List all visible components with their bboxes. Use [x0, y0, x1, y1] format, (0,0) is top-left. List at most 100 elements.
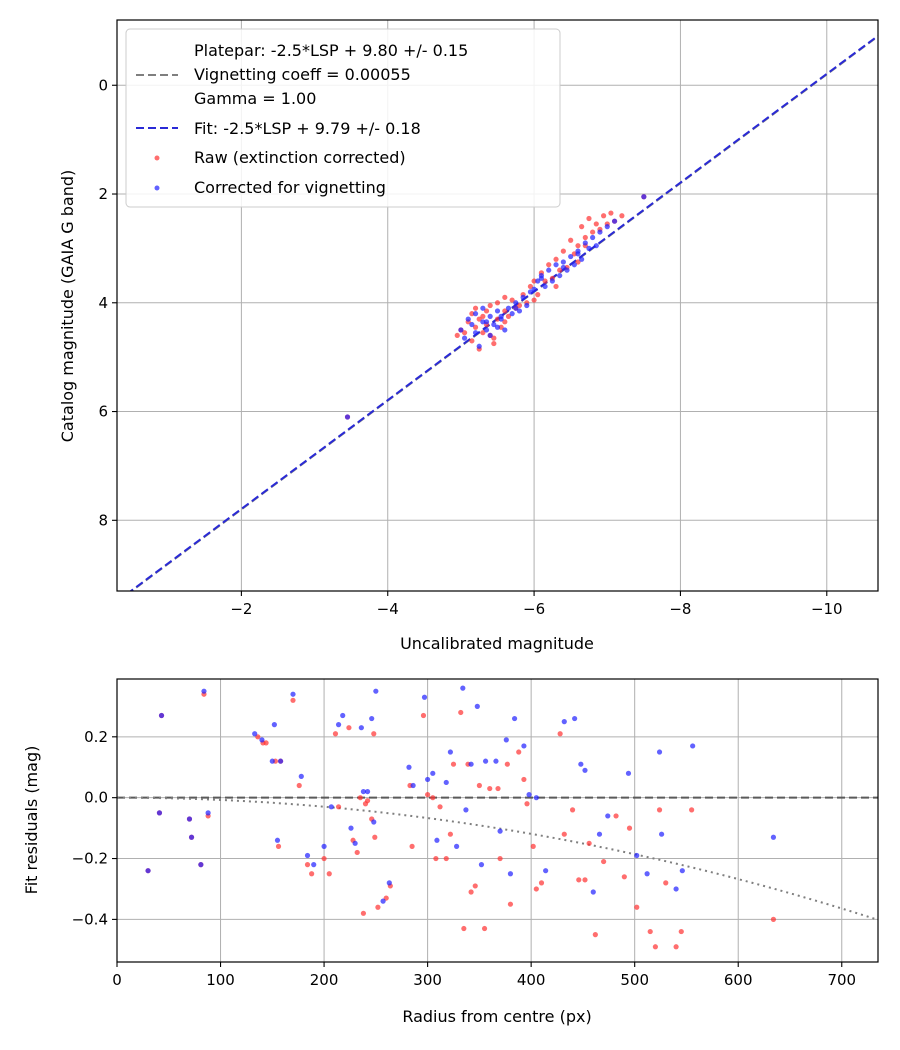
bottom-corrected-point [371, 819, 377, 825]
top-raw-point [582, 234, 588, 241]
top-raw-point [601, 213, 607, 219]
bottom-raw-point [561, 831, 567, 837]
bottom-corrected-point [605, 813, 611, 819]
top-corrected-point [513, 300, 519, 306]
bottom-x-tick-label: 600 [724, 971, 753, 989]
top-y-tick-label: 6 [98, 403, 108, 421]
top-raw-point [546, 262, 552, 268]
bottom-corrected-point [369, 715, 375, 722]
bottom-corrected-point [252, 731, 258, 737]
top-corrected-point [520, 294, 526, 300]
bottom-raw-point [430, 795, 436, 801]
bottom-raw-point [647, 928, 653, 935]
bottom-corrected-point [352, 840, 358, 846]
bottom-corrected-point [259, 737, 265, 743]
top-corrected-point [513, 305, 519, 311]
top-y-tick-label: 0 [98, 76, 108, 94]
bottom-raw-point [495, 785, 501, 792]
top-raw-point [476, 316, 482, 322]
top-corrected-point [527, 289, 534, 295]
top-corrected-point [549, 278, 555, 284]
bottom-raw-point [516, 749, 522, 755]
top-corrected-point [498, 313, 504, 319]
bottom-vignetting-line [117, 796, 878, 921]
bottom-raw-point [409, 843, 415, 849]
bottom-corrected-point [386, 880, 392, 886]
top-raw-point [586, 215, 592, 222]
legend-box [125, 28, 561, 208]
top-raw-point [472, 305, 479, 311]
top-y-tick-label: 8 [98, 511, 108, 529]
bottom-raw-point [497, 855, 503, 862]
top-raw-point [494, 316, 501, 322]
top-corrected-point [476, 343, 482, 349]
top-corrected-point [568, 253, 574, 260]
top-raw-point [516, 302, 523, 309]
bottom-y-tick-label: −0.4 [72, 910, 108, 928]
top-corrected-point [593, 243, 599, 249]
bottom-raw-point [468, 889, 474, 895]
bottom-corrected-point [503, 737, 509, 743]
bottom-corrected-point [543, 868, 549, 874]
top-corrected-point [472, 330, 479, 336]
bottom-corrected-point [474, 703, 480, 709]
top-raw-point [590, 229, 596, 235]
bottom-raw-point [332, 731, 339, 737]
bottom-corrected-point [430, 770, 436, 776]
bottom-raw-point [372, 834, 378, 840]
top-corrected-point [461, 335, 468, 341]
top-corrected-point [604, 224, 610, 230]
bottom-corrected-point [274, 837, 281, 843]
bottom-corrected-point [158, 712, 165, 719]
legend-platepar-label-line1: Platepar: -2.5*LSP + 9.80 +/- 0.15 [194, 41, 468, 60]
bottom-raw-point [524, 801, 530, 807]
bottom-raw-point [309, 871, 315, 877]
top-corrected-point [560, 259, 566, 265]
top-raw-point [575, 243, 581, 249]
bottom-corrected-point [425, 776, 431, 783]
top-raw-point [483, 308, 490, 314]
bottom-raw-point [656, 807, 663, 813]
bottom-raw-point [290, 697, 296, 703]
bottom-raw-point [335, 804, 342, 810]
bottom-raw-point [576, 877, 582, 883]
bottom-corrected-point [304, 852, 311, 859]
bottom-corrected-point [454, 843, 460, 849]
bottom-raw-point [481, 925, 488, 932]
bottom-corrected-point [572, 715, 578, 722]
top-corrected-point [505, 305, 512, 311]
bottom-raw-point [601, 858, 607, 865]
top-raw-point [568, 237, 574, 243]
bottom-corrected-point [511, 715, 518, 722]
bottom-corrected-point [460, 685, 466, 691]
top-x-axis-label: Uncalibrated magnitude [400, 634, 594, 653]
top-plot-frame [116, 19, 879, 592]
top-corrected-point [502, 327, 508, 333]
bottom-plot-frame [116, 678, 879, 963]
bottom-corrected-point [277, 758, 284, 764]
bottom-corrected-point [186, 816, 193, 822]
bottom-raw-point [582, 877, 588, 883]
bottom-corrected-point [596, 831, 603, 837]
bottom-raw-point [487, 785, 493, 792]
top-raw-point [509, 297, 515, 303]
bottom-raw-point [507, 901, 514, 907]
bottom-corrected-point [410, 782, 416, 789]
top-raw-point [469, 311, 475, 317]
bottom-raw-point [476, 782, 482, 789]
top-raw-point [571, 251, 577, 257]
top-corrected-point [557, 272, 563, 279]
bottom-x-tick-label: 400 [517, 971, 546, 989]
bottom-corrected-point [590, 889, 596, 895]
bottom-raw-point [533, 886, 539, 892]
top-corrected-point [480, 305, 486, 311]
bottom-raw-point [538, 880, 545, 886]
top-corrected-point [465, 316, 471, 322]
top-raw-point [619, 213, 625, 219]
bottom-corrected-point [205, 810, 211, 816]
bottom-corrected-point [656, 749, 663, 755]
bottom-raw-point [326, 871, 332, 877]
bottom-chart-panel: 0 100 200 300 400 500 600 700 0.2 0.0 −0.2 −0.4 Rad… [22, 678, 879, 1026]
bottom-corrected-point [198, 862, 204, 868]
top-corrected-point [531, 286, 537, 292]
